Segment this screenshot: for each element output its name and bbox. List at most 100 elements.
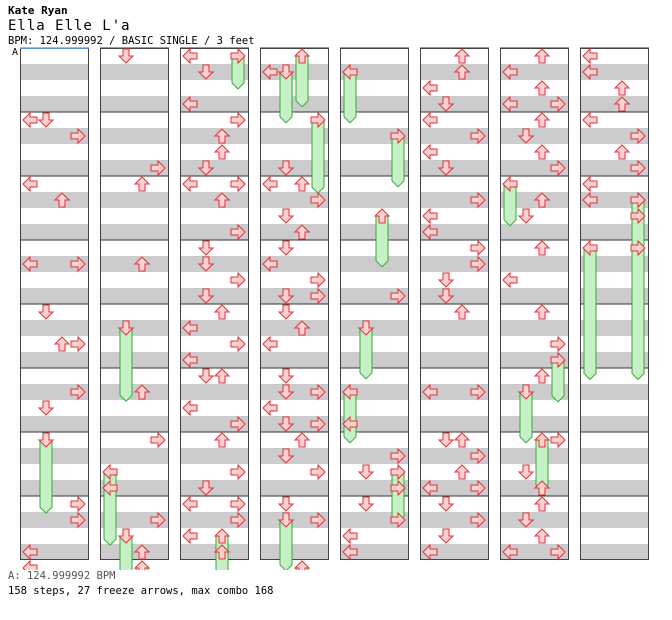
arrow-up-icon [533,48,551,64]
arrow-down-icon [277,368,295,384]
beat-stripe [420,256,489,272]
beat-stripe [20,224,89,240]
arrow-right-icon [230,111,246,129]
column-border [580,48,649,560]
beat-stripe [20,384,89,400]
arrow-left-icon [182,399,198,417]
arrow-down-icon [197,240,215,256]
bpm-section-marker: A [12,47,19,58]
freeze-arrow-icon [390,127,406,145]
arrow-left-icon [342,415,358,433]
freeze-arrow [277,512,295,570]
freeze-arrow [582,239,598,381]
freeze-arrow-icon [293,48,311,64]
arrow-up-icon [293,320,311,336]
arrow-right-icon [310,511,326,529]
beat-stripe [100,288,169,304]
beat-stripe [500,64,569,80]
freeze-arrow-icon [117,320,135,336]
beat-stripe [100,416,169,432]
beat-stripe [20,448,89,464]
arrow-right-icon [470,479,486,497]
beat-stripe [420,224,489,240]
freeze-arrow-icon [533,432,551,448]
arrow-up-icon [533,240,551,256]
arrow-left-icon [342,543,358,561]
column-border [500,48,569,560]
arrow-right-icon [230,271,246,289]
arrow-up-icon [533,528,551,544]
beat-stripe [20,512,89,528]
arrow-down-icon [437,496,455,512]
arrow-down-icon [277,304,295,320]
column-border [100,48,169,560]
beat-stripe [340,544,409,560]
column-border [180,48,249,560]
freeze-arrow [133,560,151,570]
beat-stripe [260,448,329,464]
arrow-left-icon [422,143,438,161]
beat-stripe [500,512,569,528]
beat-stripe [500,544,569,560]
step-chart [20,47,649,570]
arrow-left-icon [422,207,438,225]
arrow-left-icon [182,351,198,369]
beat-stripe [580,384,649,400]
arrow-right-icon [70,255,86,273]
beat-stripe [340,352,409,368]
arrow-right-icon [70,335,86,353]
arrow-up-icon [453,304,471,320]
freeze-arrow [293,48,311,108]
arrow-right-icon [470,447,486,465]
beat-stripe [180,256,249,272]
freeze-body [39,439,53,514]
arrow-right-icon [70,495,86,513]
arrow-right-icon [70,383,86,401]
freeze-arrow-icon [133,560,151,570]
song-artist: Kate Ryan [8,4,68,17]
arrow-right-icon [470,127,486,145]
arrow-left-icon [582,175,598,193]
beat-stripe [180,288,249,304]
arrow-left-icon [342,527,358,545]
beat-stripe [20,256,89,272]
beat-stripe [580,128,649,144]
beat-stripe [580,480,649,496]
freeze-arrow-icon [102,463,118,481]
arrow-down-icon [517,128,535,144]
freeze-arrow-icon [230,47,246,65]
arrow-down-icon [277,208,295,224]
beat-stripe [20,352,89,368]
arrow-right-icon [230,335,246,353]
arrow-up-icon [293,224,311,240]
beat-stripe [180,160,249,176]
beat-stripe [500,128,569,144]
arrow-right-icon [470,239,486,257]
arrow-down-icon [357,496,375,512]
arrow-left-icon [182,495,198,513]
bpm-summary: A: 124.999992 BPM [8,570,116,582]
freeze-arrow-icon [342,63,358,81]
arrow-up-icon [533,80,551,96]
freeze-arrow-icon [582,239,598,257]
arrow-up-icon [213,192,231,208]
steps-summary: 158 steps, 27 freeze arrows, max combo 1… [8,585,274,597]
freeze-arrow [550,351,566,403]
arrow-left-icon [502,271,518,289]
arrow-right-icon [630,159,646,177]
arrow-up-icon [533,304,551,320]
beat-stripe [100,192,169,208]
arrow-down-icon [277,384,295,400]
arrow-left-icon [422,383,438,401]
arrow-right-icon [230,415,246,433]
arrow-down-icon [277,416,295,432]
arrow-left-icon [262,63,278,81]
arrow-up-icon [53,192,71,208]
freeze-arrow [230,47,246,90]
freeze-arrow-icon [310,111,326,129]
freeze-arrow-icon [293,560,311,570]
arrow-left-icon [422,111,438,129]
arrow-down-icon [37,400,55,416]
arrow-right-icon [150,159,166,177]
beat-stripe [500,224,569,240]
